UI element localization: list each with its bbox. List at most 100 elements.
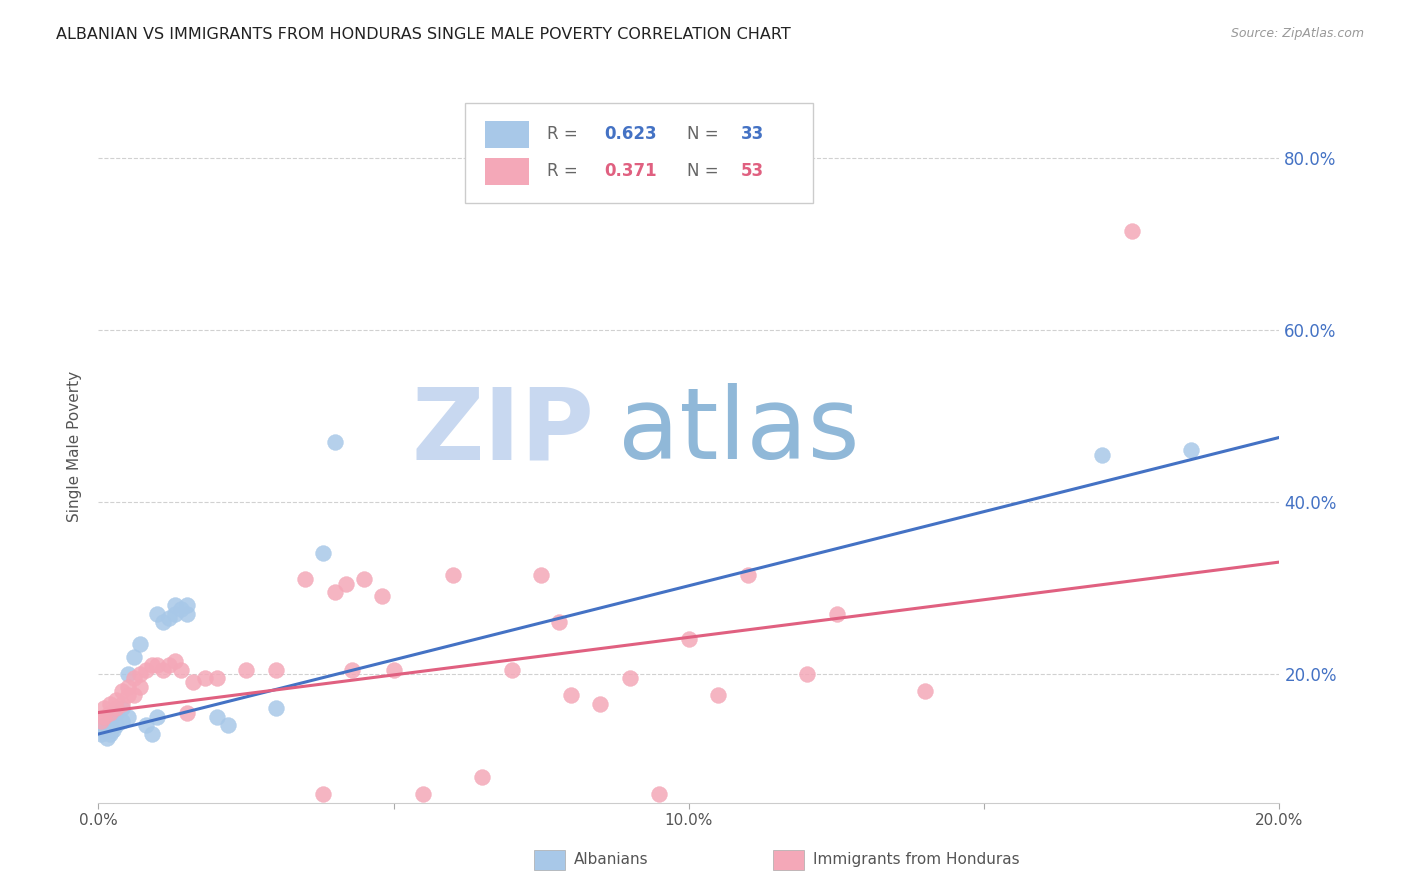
Point — [165, 654, 187, 668]
Text: ZIP: ZIP — [412, 384, 595, 480]
Text: 33: 33 — [741, 125, 763, 143]
Text: 0.371: 0.371 — [605, 162, 657, 180]
Text: Immigrants from Honduras: Immigrants from Honduras — [813, 853, 1019, 867]
Point — [98, 714, 121, 728]
Point — [152, 663, 174, 677]
Point — [176, 706, 198, 720]
Point — [589, 697, 612, 711]
Point — [93, 723, 115, 737]
Point — [737, 568, 759, 582]
Point — [117, 680, 139, 694]
Point — [312, 546, 335, 560]
Point — [111, 684, 134, 698]
Point — [105, 706, 128, 720]
Point — [135, 663, 157, 677]
Point — [353, 572, 375, 586]
Point — [217, 718, 239, 732]
Text: atlas: atlas — [619, 384, 859, 480]
Point — [128, 666, 150, 681]
Point — [181, 675, 204, 690]
Point — [165, 598, 187, 612]
Point — [90, 727, 112, 741]
Point — [93, 718, 115, 732]
Point — [111, 701, 134, 715]
Point — [117, 710, 139, 724]
Point — [441, 568, 464, 582]
Point — [170, 663, 193, 677]
Point — [122, 689, 145, 703]
Point — [105, 718, 128, 732]
Text: Albanians: Albanians — [574, 853, 648, 867]
Point — [294, 572, 316, 586]
Point — [205, 710, 228, 724]
Point — [146, 607, 169, 621]
Point — [412, 787, 434, 801]
Text: N =: N = — [686, 162, 724, 180]
Point — [122, 671, 145, 685]
Point — [176, 607, 198, 621]
Point — [98, 706, 121, 720]
Point — [111, 714, 134, 728]
FancyBboxPatch shape — [464, 103, 813, 203]
Point — [1121, 224, 1143, 238]
Point — [548, 615, 571, 630]
Text: Source: ZipAtlas.com: Source: ZipAtlas.com — [1230, 27, 1364, 40]
Text: R =: R = — [547, 125, 583, 143]
Point — [471, 770, 494, 784]
Point — [648, 787, 671, 801]
Point — [530, 568, 553, 582]
Text: ALBANIAN VS IMMIGRANTS FROM HONDURAS SINGLE MALE POVERTY CORRELATION CHART: ALBANIAN VS IMMIGRANTS FROM HONDURAS SIN… — [56, 27, 792, 42]
Point — [98, 697, 121, 711]
Point — [312, 787, 335, 801]
Point — [152, 615, 174, 630]
Point — [157, 658, 180, 673]
Point — [264, 663, 287, 677]
Point — [323, 434, 346, 449]
Point — [157, 611, 180, 625]
Point — [93, 710, 115, 724]
Point — [146, 710, 169, 724]
Point — [105, 701, 128, 715]
Point — [141, 727, 163, 741]
Point — [235, 663, 257, 677]
Point — [117, 689, 139, 703]
Point — [135, 718, 157, 732]
Point — [122, 649, 145, 664]
Point — [111, 697, 134, 711]
Point — [128, 680, 150, 694]
Point — [170, 602, 193, 616]
Point — [1180, 443, 1202, 458]
Point — [382, 663, 405, 677]
Text: 0.623: 0.623 — [605, 125, 657, 143]
Text: N =: N = — [686, 125, 724, 143]
Point — [98, 727, 121, 741]
Point — [93, 701, 115, 715]
Point — [1091, 448, 1114, 462]
Point — [825, 607, 848, 621]
Point — [619, 671, 641, 685]
Point — [914, 684, 936, 698]
Point — [796, 666, 818, 681]
Point — [342, 663, 364, 677]
Point — [165, 607, 187, 621]
Point — [264, 701, 287, 715]
Point — [90, 714, 112, 728]
Point — [141, 658, 163, 673]
Point — [96, 731, 118, 746]
Point — [103, 723, 125, 737]
Point — [707, 689, 730, 703]
Point — [117, 666, 139, 681]
Point — [105, 692, 128, 706]
Y-axis label: Single Male Poverty: Single Male Poverty — [67, 370, 83, 522]
Point — [335, 576, 357, 591]
Point — [560, 689, 582, 703]
Point — [194, 671, 217, 685]
Point — [128, 637, 150, 651]
FancyBboxPatch shape — [485, 158, 530, 185]
Text: 53: 53 — [741, 162, 763, 180]
FancyBboxPatch shape — [485, 120, 530, 148]
Point — [323, 585, 346, 599]
Point — [205, 671, 228, 685]
Point — [176, 598, 198, 612]
Point — [678, 632, 700, 647]
